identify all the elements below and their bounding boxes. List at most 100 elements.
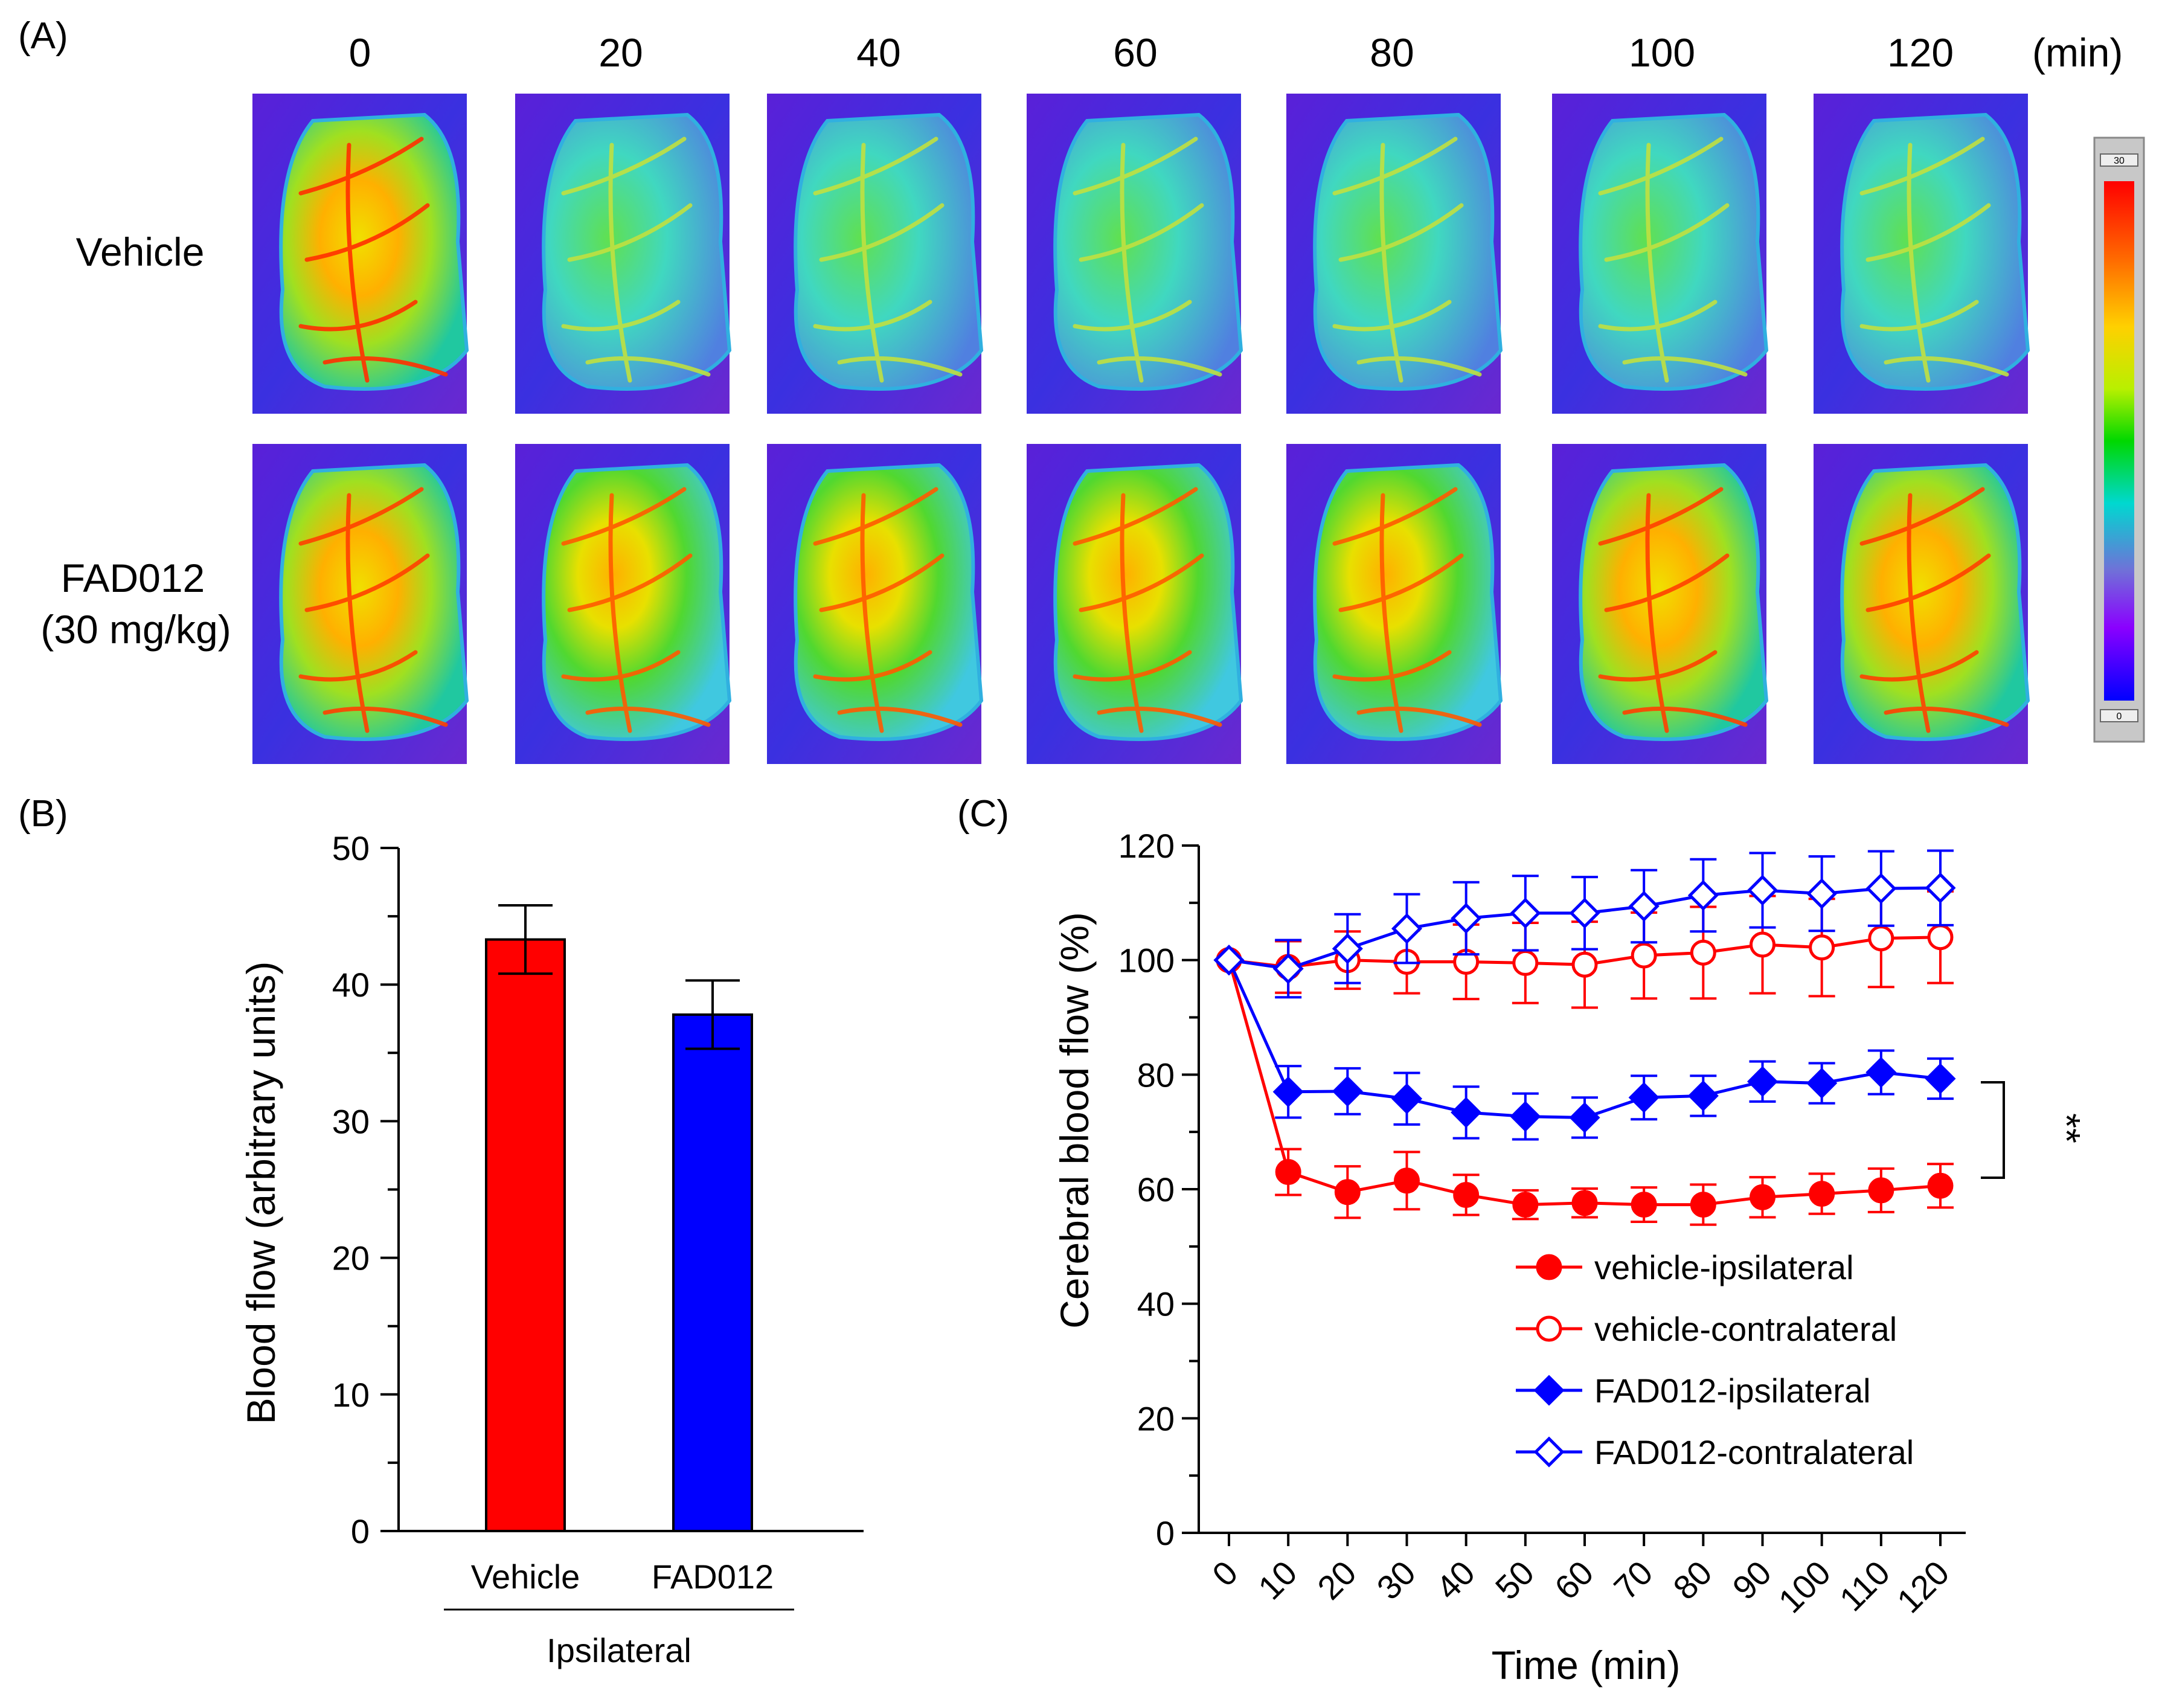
- data-point: [1275, 1159, 1301, 1186]
- panel-b-y-axis-title: Blood flow (arbitrary units): [239, 962, 283, 1425]
- x-tick-label: 90: [1725, 1553, 1779, 1607]
- y-tick-label: 0: [351, 1512, 370, 1550]
- x-tick-label: 80: [1666, 1553, 1719, 1607]
- data-point: [1213, 945, 1245, 976]
- perfusion-image: [252, 444, 469, 764]
- legend-label: vehicle-ipsilateral: [1594, 1248, 1854, 1286]
- data-point: [1806, 1068, 1838, 1099]
- y-tick-label: 40: [1137, 1285, 1175, 1323]
- data-point: [1334, 1179, 1361, 1206]
- data-point: [1631, 1192, 1657, 1218]
- y-tick-label: 120: [1118, 827, 1175, 865]
- perfusion-image: [767, 94, 984, 414]
- legend-item: vehicle-contralateral: [1516, 1310, 1897, 1348]
- data-point: [1451, 902, 1482, 934]
- perfusion-image: [252, 94, 469, 414]
- cortex-perfusion-area: [542, 463, 732, 741]
- cortex-perfusion-area: [1053, 112, 1243, 391]
- data-point: [1747, 875, 1779, 906]
- color-scale-bar: 30 0: [2093, 136, 2145, 743]
- legend-label: FAD012-contralateral: [1594, 1433, 1914, 1471]
- x-tick-label: 100: [1771, 1553, 1838, 1620]
- perfusion-image-grid: [252, 94, 2030, 764]
- data-point: [1510, 1101, 1541, 1132]
- y-tick-label: 50: [332, 829, 370, 867]
- data-point: [1332, 1076, 1363, 1107]
- panel-b-bars: Vehicle FAD012: [471, 904, 774, 1596]
- panel-c-label: (C): [957, 793, 1009, 835]
- data-point: [1272, 1076, 1304, 1108]
- x-tick-label: 40: [1429, 1553, 1483, 1607]
- time-label-100: 100: [1629, 30, 1695, 75]
- data-point: [1451, 1097, 1482, 1128]
- data-point: [1631, 942, 1657, 969]
- cortex-perfusion-area: [794, 463, 984, 741]
- panel-c-series: [1213, 849, 1956, 1226]
- panel-b-label: (B): [18, 793, 68, 835]
- group-label: Ipsilateral: [547, 1631, 691, 1669]
- data-point: [1687, 1080, 1719, 1111]
- vessel-pattern: [813, 487, 963, 733]
- x-tick-label: 30: [1369, 1553, 1423, 1607]
- data-point: [1809, 1181, 1835, 1207]
- time-label-120: 120: [1887, 30, 1954, 75]
- y-tick-label: 40: [332, 966, 370, 1004]
- y-tick-label: 10: [332, 1376, 370, 1414]
- data-point: [1690, 939, 1716, 966]
- cortex-perfusion-area: [542, 112, 732, 391]
- data-point: [1750, 931, 1775, 958]
- legend-item: FAD012-ipsilateral: [1516, 1372, 1871, 1410]
- panel-a-label: (A): [18, 15, 68, 57]
- data-point: [1391, 1083, 1423, 1114]
- cortex-perfusion-area: [279, 463, 469, 741]
- vessel-pattern: [298, 487, 448, 733]
- perfusion-image: [1814, 444, 2030, 764]
- perfusion-image: [1552, 444, 1769, 764]
- y-tick-label: 20: [332, 1239, 370, 1277]
- series-FAD012-contralateral: [1213, 849, 1956, 999]
- perfusion-image: [1814, 94, 2030, 414]
- bar-fad012: [672, 1013, 753, 1532]
- data-point: [1394, 1167, 1420, 1194]
- data-point: [1569, 897, 1600, 929]
- significance-bracket: **: [1981, 1081, 2088, 1179]
- cortex-perfusion-area: [1579, 463, 1769, 741]
- legend-marker: [1533, 1375, 1565, 1406]
- data-point: [1628, 1082, 1660, 1113]
- vessel-pattern: [1859, 136, 2009, 383]
- perfusion-image: [515, 94, 732, 414]
- y-tick-label: 30: [332, 1102, 370, 1140]
- time-unit-label: (min): [2032, 30, 2123, 75]
- y-tick-label: 0: [1156, 1514, 1175, 1552]
- cortex-perfusion-area: [1053, 463, 1243, 741]
- data-point: [1868, 925, 1894, 952]
- data-point: [1865, 873, 1897, 904]
- row-label-dose: (30 mg/kg): [40, 607, 231, 652]
- data-point: [1865, 1057, 1897, 1088]
- data-point: [1571, 951, 1598, 978]
- cortex-perfusion-area: [794, 112, 984, 391]
- panel-c-x-axis-title: Time (min): [1492, 1643, 1681, 1687]
- legend-marker: [1536, 1315, 1562, 1342]
- data-point: [1747, 1066, 1779, 1097]
- data-point: [1927, 1172, 1954, 1199]
- panel-c-y-axis-title: Cerebral blood flow (%): [1052, 912, 1097, 1329]
- cortex-perfusion-area: [1313, 463, 1503, 741]
- legend-item: vehicle-ipsilateral: [1516, 1248, 1854, 1286]
- perfusion-image: [1552, 94, 1769, 414]
- perfusion-image: [767, 444, 984, 764]
- series-vehicle-ipsilateral: [1216, 947, 1954, 1226]
- vessel-pattern: [1332, 487, 1482, 733]
- row-label-vehicle: Vehicle: [76, 230, 205, 274]
- legend-label: FAD012-ipsilateral: [1594, 1372, 1871, 1410]
- data-point: [1925, 1063, 1956, 1094]
- legend-label: vehicle-contralateral: [1594, 1310, 1897, 1348]
- perfusion-image: [1027, 444, 1243, 764]
- data-point: [1628, 890, 1660, 922]
- data-point: [1687, 879, 1719, 911]
- data-point: [1391, 913, 1423, 945]
- time-label-80: 80: [1370, 30, 1414, 75]
- vessel-pattern: [1073, 136, 1222, 383]
- cortex-perfusion-area: [1840, 112, 2030, 391]
